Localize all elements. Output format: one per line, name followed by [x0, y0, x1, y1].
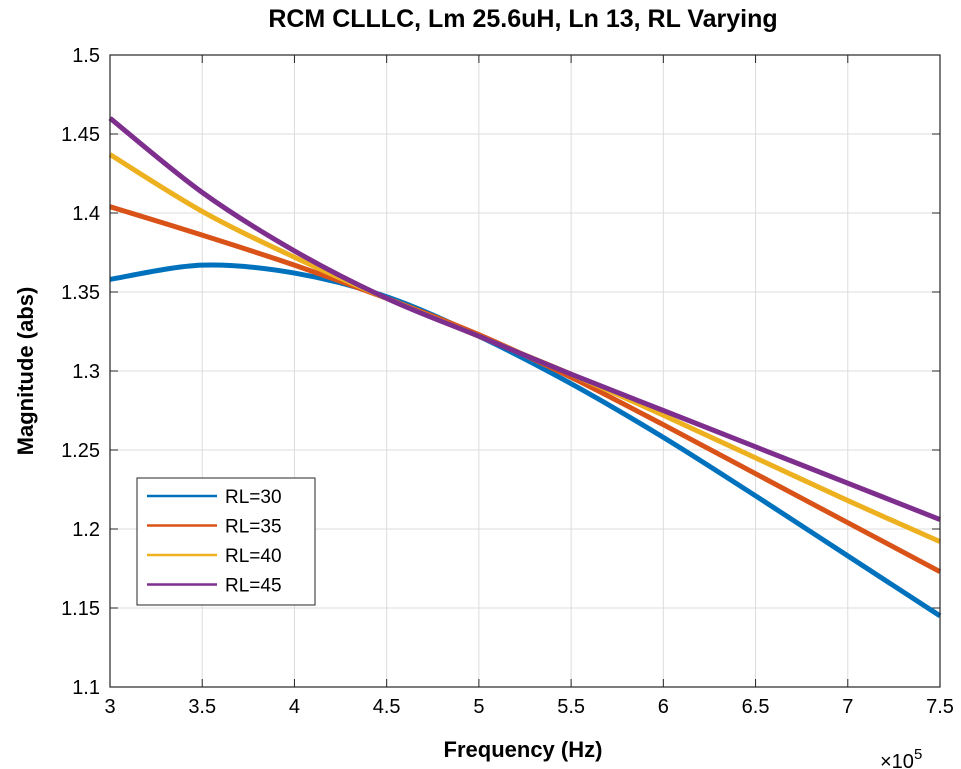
- x-tick-label: 7.5: [926, 696, 954, 718]
- y-tick-labels: 1.1 1.15 1.2 1.25 1.3 1.35 1.4 1.45 1.5: [61, 45, 100, 699]
- series-line-rl-30: [109, 262, 942, 618]
- x-exponent-base: ×10: [880, 751, 914, 769]
- y-tick-label: 1.45: [61, 124, 100, 146]
- x-tick-label: 5: [473, 696, 484, 718]
- legend: RL=30 RL=35 RL=40 RL=45: [136, 477, 316, 606]
- legend-label: RL=35: [225, 517, 282, 538]
- x-tick-label: 3.5: [188, 696, 216, 718]
- y-tick-label: 1.15: [61, 598, 100, 620]
- y-tick-label: 1.25: [61, 440, 100, 462]
- series-lines: [108, 116, 942, 618]
- legend-label: RL=45: [225, 576, 282, 597]
- y-tick-label: 1.2: [72, 519, 100, 541]
- x-tick-label: 6: [658, 696, 669, 718]
- y-tick-label: 1.35: [61, 282, 100, 304]
- legend-items: RL=30 RL=35 RL=40 RL=45: [147, 487, 282, 597]
- legend-label: RL=30: [225, 487, 282, 508]
- x-tick-label: 4: [289, 696, 300, 718]
- x-tick-labels: 3 3.5 4 4.5 5 5.5 6 6.5 7 7.5: [104, 696, 953, 718]
- chart-title: RCM CLLLC, Lm 25.6uH, Ln 13, RL Varying: [268, 5, 777, 33]
- y-tick-label: 1.5: [72, 45, 100, 67]
- x-tick-label: 6.5: [742, 696, 770, 718]
- y-axis-label: Magnitude (abs): [13, 287, 38, 456]
- legend-label: RL=40: [225, 546, 282, 567]
- axes-box: [109, 54, 941, 688]
- x-tick-label: 3: [104, 696, 115, 718]
- x-exponent-power: 5: [914, 746, 922, 763]
- series-line-rl-45: [108, 116, 941, 522]
- y-tick-label: 1.1: [72, 677, 100, 699]
- x-tick-label: 7: [842, 696, 853, 718]
- x-tick-label: 4.5: [373, 696, 401, 718]
- y-tick-label: 1.4: [72, 203, 100, 225]
- x-axis-exponent: ×105: [880, 746, 922, 769]
- y-tick-label: 1.3: [72, 361, 100, 383]
- x-tick-label: 5.5: [557, 696, 585, 718]
- x-axis-label: Frequency (Hz): [444, 737, 603, 762]
